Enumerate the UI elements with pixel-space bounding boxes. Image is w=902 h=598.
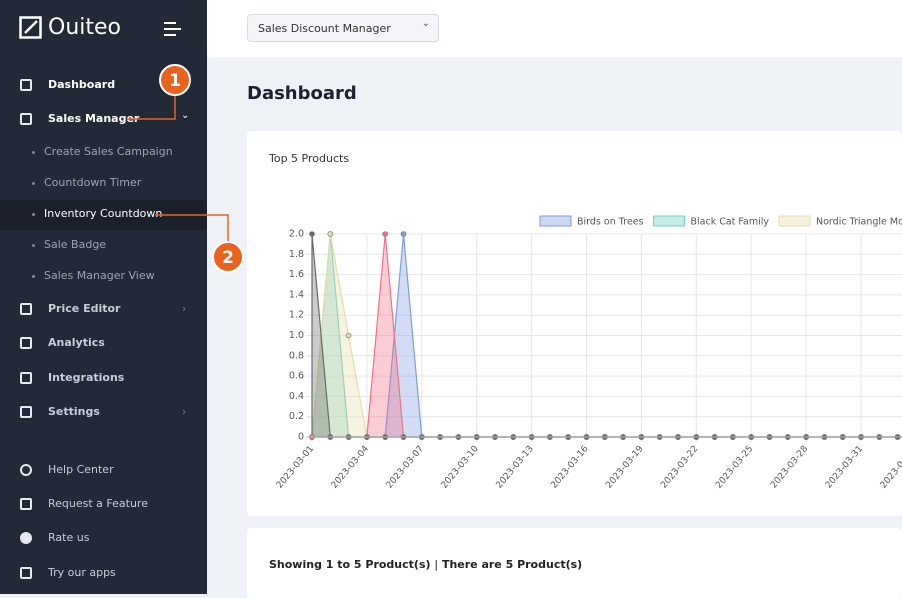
x-tick-label: 2023-03-22 [659,444,700,491]
icon [20,337,32,349]
x-tick-label: 2023-03-16 [549,444,590,491]
summary-showing: Showing 1 to 5 Product(s) [269,558,431,571]
x-tick-label: 2023-03-31 [824,444,865,491]
submenu-item[interactable]: Sales Manager View [32,269,155,282]
dropdown[interactable]: Sales Discount Manager ⌄ [247,14,439,42]
menu-toggle[interactable] [164,21,182,37]
y-tick-label: 0.4 [289,391,304,402]
submenu-item[interactable]: Inventory Countdown [31,207,163,220]
x-tick-label: 2023-03-07 [385,444,426,491]
legend-label: Black Cat Family [691,217,770,228]
y-tick-label: 0.8 [289,350,304,361]
menu-item[interactable]: Help Center [48,463,114,476]
menu-item[interactable]: Analytics [48,336,105,349]
x-tick-label: 2023-03-25 [714,444,755,491]
menu-item[interactable]: Try our apps [48,566,116,579]
point [400,231,407,237]
y-tick-label: 1.6 [289,269,304,280]
dropdown-label: Sales Discount Manager [258,22,391,35]
chevron: ⌄ [181,110,190,121]
top-bar: Sales Discount Manager ⌄ [207,0,902,57]
y-tick-label: 1.0 [289,330,304,341]
icon [20,406,32,418]
point [327,231,334,237]
chart-card: Top 5 Products 0 0.2 0.4 0.6 0.8 1.0 1.2 1.4 1.6… [247,131,902,516]
chevron: › [182,405,187,418]
icon [20,372,32,384]
point [345,332,352,339]
menu-item[interactable]: Rate us [48,531,90,544]
menu-item[interactable]: Dashboard [48,78,116,91]
y-tick-label: 1.4 [289,289,304,300]
icon [20,498,32,510]
caret: ⌄ [421,18,430,29]
menu-item[interactable]: Request a Feature [48,497,148,510]
page-title: Dashboard [247,83,357,104]
chart: Top 5 Products 0 0.2 0.4 0.6 0.8 1.0 1.2 1.4 1.6… [268,152,902,491]
y-tick-label: 1.2 [289,310,304,321]
y-tick-label: 1.8 [289,249,304,260]
x-tick-label: 2023-03-10 [440,444,481,491]
menu-item[interactable]: Price Editor [48,302,121,315]
point [382,231,388,237]
icon [20,567,32,579]
submenu-item[interactable]: Sale Badge [31,238,107,251]
icon [20,113,32,125]
menu-item[interactable]: Integrations [48,371,125,384]
x-tick-label: 2023-03-28 [769,444,810,491]
icon [20,532,32,544]
x-tick-label: 2023-04-03 [879,444,902,491]
legend-swatch [539,215,572,227]
x-tick-label: 2023-03-04 [330,444,371,491]
summary: Showing 1 to 5 Product(s) | There are 5 … [269,558,582,571]
icon [20,464,32,476]
summary-total: There are 5 Product(s) [441,558,583,571]
callout-badge [159,64,191,96]
callout-badge [212,241,244,273]
y-tick-label: 0 [298,432,304,443]
table-card: Showing 1 to 5 Product(s) | There are 5 … [247,528,902,598]
y-tick-label: 2.0 [289,229,304,240]
x-tick-label: 2023-03-13 [495,444,536,491]
callouts: 1 2 [127,64,244,273]
chevron: › [182,302,187,315]
menu-item[interactable]: Sales Manager [48,112,140,125]
logo: Ouiteo [48,15,121,40]
callout-number: 2 [222,248,234,268]
legend-swatch [778,215,811,227]
chart-title: Top 5 Products [268,152,349,165]
y-tick-label: 0.2 [289,411,304,422]
legend-label: Nordic Triangle Mountain [816,217,902,228]
legend-swatch [653,215,685,227]
y-tick-label: 0.6 [289,371,304,382]
legend-label: Birds on Trees [577,217,644,228]
submenu-item[interactable]: Create Sales Campaign [32,145,173,158]
sidebar: Ouiteo Dashboard Sales Manager ⌄ Create … [0,0,207,594]
menu-item[interactable]: Settings [48,405,100,418]
x-tick-label: 2023-03-01 [275,444,316,491]
icon [20,79,32,91]
submenu-item[interactable]: Countdown Timer [31,176,142,189]
icon [20,303,32,315]
x-tick-label: 2023-03-19 [604,444,645,491]
logo-icon [19,16,42,39]
summary-separator: | [434,558,439,571]
point [309,231,315,237]
callout-number: 1 [169,71,181,91]
